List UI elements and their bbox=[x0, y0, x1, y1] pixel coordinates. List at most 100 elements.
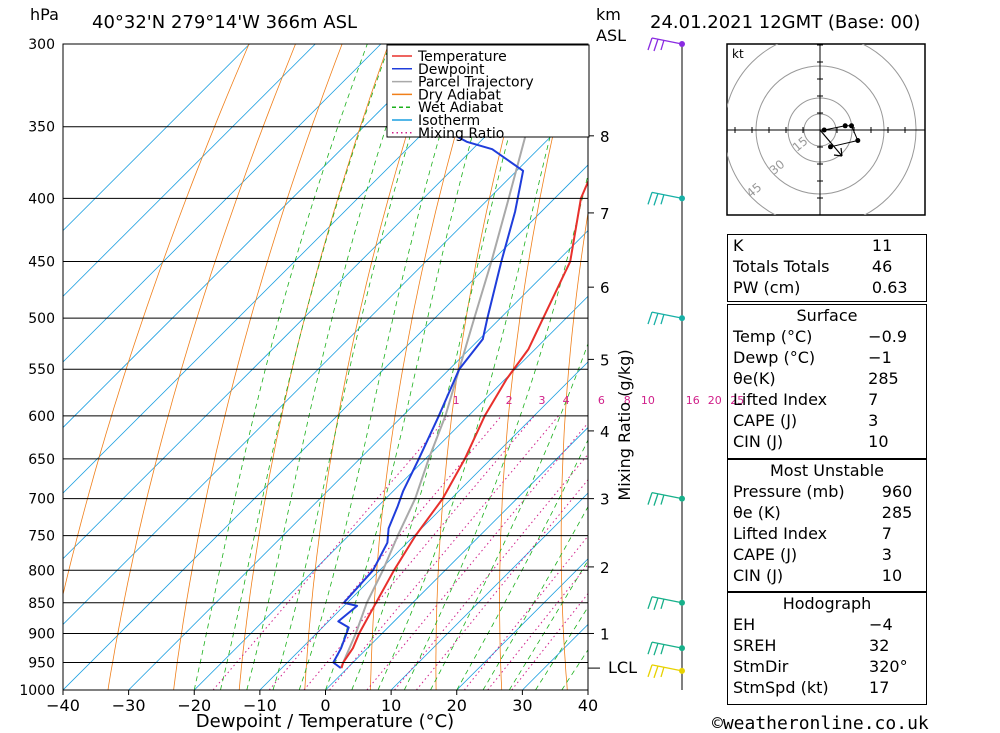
mu-row-label: Lifted Index bbox=[733, 524, 828, 543]
surface-row-value: 10 bbox=[868, 432, 889, 451]
hodo-stat-row-label: EH bbox=[733, 615, 756, 634]
mu-row-label: Pressure (mb) bbox=[733, 482, 845, 501]
surface-row-label: Dewp (°C) bbox=[733, 348, 816, 367]
wind-barb-shape bbox=[647, 641, 683, 656]
most-unstable-box: Most Unstable Pressure (mb) 960 θe (K) 285 L… bbox=[727, 459, 927, 592]
dry-adiabat-line bbox=[944, 44, 1000, 690]
pressure-tick-label: 800 bbox=[28, 563, 55, 579]
surface-row-value: 285 bbox=[868, 369, 899, 388]
hodograph-stats-box: Hodograph EH −4 SREH 32 StmDir 320° StmSpd (kt… bbox=[727, 592, 927, 705]
mu-row-value: 3 bbox=[881, 545, 892, 564]
surface-row-value: −0.9 bbox=[868, 327, 908, 346]
k-label: K bbox=[733, 236, 744, 255]
surface-title: Surface bbox=[796, 306, 858, 325]
surface-row-value: 3 bbox=[868, 411, 879, 430]
copyright-footer: ©weatheronline.co.uk bbox=[712, 713, 929, 733]
pressure-tick-label: 350 bbox=[28, 120, 55, 136]
wind-barb bbox=[647, 311, 683, 326]
km-tick-label: 2 bbox=[600, 559, 610, 577]
tt-value: 46 bbox=[871, 257, 893, 276]
pressure-tick-label: 700 bbox=[28, 492, 55, 508]
mu-row-value: 285 bbox=[881, 503, 913, 522]
pressure-tick-label: 400 bbox=[28, 191, 55, 207]
mixing-ratio-line bbox=[329, 415, 559, 690]
wind-barb-shape bbox=[647, 311, 683, 326]
surface-row-value: 7 bbox=[868, 390, 879, 409]
mixing-ratio-label: 8 bbox=[624, 394, 631, 407]
pw-label: PW (cm) bbox=[733, 278, 801, 297]
km-unit-label: km bbox=[596, 5, 621, 24]
mixing-ratio-label: 16 bbox=[686, 394, 700, 407]
isotherm-line bbox=[128, 230, 588, 690]
mixing-ratio-label: 10 bbox=[641, 394, 655, 407]
asl-unit-label: ASL bbox=[596, 26, 626, 45]
isotherm-line bbox=[63, 164, 588, 690]
hodo-stat-row-value: 17 bbox=[869, 678, 890, 697]
km-tick-label: 4 bbox=[600, 423, 610, 441]
mixing-ratio-line bbox=[416, 478, 588, 690]
wet-adiabat-line bbox=[220, 44, 391, 690]
mu-row-value: 10 bbox=[881, 566, 903, 585]
km-tick-label: 7 bbox=[600, 205, 610, 223]
temp-tick-label: 30 bbox=[512, 696, 532, 715]
isotherm-line bbox=[63, 98, 588, 625]
mixing-ratio-label: 20 bbox=[708, 394, 722, 407]
indices-box: K 11 Totals Totals 46 PW (cm) 0.63 bbox=[727, 234, 927, 302]
wind-barb bbox=[647, 596, 683, 611]
hodograph-point bbox=[828, 144, 833, 150]
pressure-tick-label: 750 bbox=[28, 529, 55, 545]
mixing-ratio-label: 25 bbox=[730, 394, 744, 407]
dry-adiabat-line bbox=[679, 44, 715, 690]
pressure-tick-label: 600 bbox=[28, 409, 55, 425]
legend-item-label: Dewpoint bbox=[418, 62, 485, 78]
temp-tick-label: 20 bbox=[447, 696, 467, 715]
mixing-ratio-label: 2 bbox=[506, 394, 513, 407]
surface-row-label: θe(K) bbox=[733, 369, 776, 388]
wind-barb-shape bbox=[647, 491, 683, 506]
pw-value: 0.63 bbox=[871, 278, 908, 297]
surface-row-label: CAPE (J) bbox=[733, 411, 798, 430]
wind-barb bbox=[647, 491, 683, 506]
isotherm-line bbox=[63, 44, 316, 297]
storm-motion-arrow bbox=[819, 129, 843, 157]
isotherm-line bbox=[456, 558, 588, 690]
pressure-tick-label: 900 bbox=[28, 626, 55, 642]
wind-barb-shape bbox=[647, 596, 683, 611]
axis-labels: 1 2 3 4 6 8 10 16 20 2530035040045050055060065070… bbox=[19, 37, 744, 715]
hodo-stat-row-value: 32 bbox=[869, 636, 890, 655]
mu-row-label: θe (K) bbox=[733, 503, 781, 522]
isotherm-line bbox=[390, 492, 588, 690]
temp-tick-label: 0 bbox=[320, 696, 330, 715]
dry-adiabat-line bbox=[238, 44, 389, 690]
lcl-label: LCL bbox=[608, 658, 637, 677]
legend-box bbox=[386, 44, 590, 138]
pressure-tick-label: 500 bbox=[28, 311, 55, 327]
pressure-tick-label: 300 bbox=[28, 37, 55, 53]
dry-adiabat-line bbox=[107, 44, 296, 690]
isotherm-line bbox=[259, 361, 588, 690]
plot-frame bbox=[62, 43, 589, 691]
hodo-stat-row-label: SREH bbox=[733, 636, 777, 655]
k-value: 11 bbox=[871, 236, 893, 255]
legend-item-label: Mixing Ratio bbox=[418, 126, 504, 142]
mixing-ratio-line bbox=[303, 415, 535, 690]
x-axis-title: Dewpoint / Temperature (°C) bbox=[196, 711, 454, 732]
mixing-ratio-label: 6 bbox=[598, 394, 605, 407]
mixing-ratio-line bbox=[487, 563, 588, 690]
surface-row-label: CIN (J) bbox=[733, 432, 784, 451]
temp-tick-label: 40 bbox=[578, 696, 598, 715]
wind-barb-shape bbox=[647, 191, 683, 206]
wind-barb-shape bbox=[647, 37, 683, 52]
datetime-title: 24.01.2021 12GMT (Base: 00) bbox=[650, 12, 920, 33]
km-tick-label: 3 bbox=[600, 491, 610, 509]
km-tick-label: 6 bbox=[600, 279, 610, 297]
location-title: 40°32'N 279°14'W 366m ASL bbox=[92, 12, 357, 33]
km-tick-label: 5 bbox=[600, 351, 610, 369]
mu-row-value: 7 bbox=[881, 524, 892, 543]
isotherm-line bbox=[325, 426, 588, 690]
isotherm-line bbox=[63, 44, 382, 363]
hodograph-unit-label: kt bbox=[732, 47, 744, 61]
